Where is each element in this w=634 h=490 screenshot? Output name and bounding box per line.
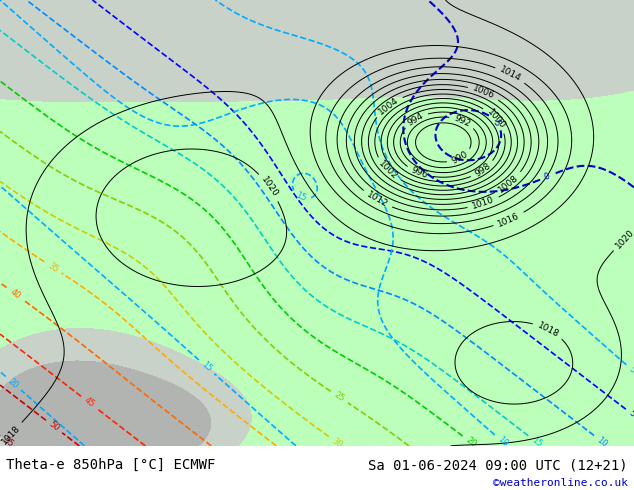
Text: 1012: 1012 bbox=[365, 190, 389, 209]
Text: 1020: 1020 bbox=[614, 227, 634, 250]
Text: 50: 50 bbox=[47, 420, 61, 433]
Text: 40: 40 bbox=[8, 287, 22, 300]
Text: 1014: 1014 bbox=[498, 65, 522, 84]
Text: 1002: 1002 bbox=[377, 159, 399, 182]
Text: 996: 996 bbox=[410, 166, 429, 180]
Text: 994: 994 bbox=[406, 111, 425, 127]
Text: 1020: 1020 bbox=[259, 175, 280, 199]
Text: Sa 01-06-2024 09:00 UTC (12+21): Sa 01-06-2024 09:00 UTC (12+21) bbox=[368, 458, 628, 472]
Text: -5: -5 bbox=[490, 116, 503, 128]
Text: ©weatheronline.co.uk: ©weatheronline.co.uk bbox=[493, 478, 628, 488]
Text: 20: 20 bbox=[6, 376, 20, 390]
Text: 1008: 1008 bbox=[497, 173, 521, 194]
Text: 1006: 1006 bbox=[471, 84, 496, 101]
Text: 5: 5 bbox=[627, 365, 634, 375]
Text: 1018: 1018 bbox=[536, 320, 560, 339]
Text: 1016: 1016 bbox=[496, 211, 521, 228]
Text: 10: 10 bbox=[496, 435, 510, 449]
Text: Theta-e 850hPa [°C] ECMWF: Theta-e 850hPa [°C] ECMWF bbox=[6, 458, 216, 472]
Text: 5: 5 bbox=[627, 409, 634, 419]
Text: 990: 990 bbox=[450, 150, 470, 166]
Text: 45: 45 bbox=[82, 396, 96, 410]
Text: 1004: 1004 bbox=[377, 96, 400, 116]
Text: 1010: 1010 bbox=[471, 196, 496, 211]
Text: 25: 25 bbox=[332, 391, 346, 404]
Text: 15: 15 bbox=[200, 360, 214, 374]
Text: 998: 998 bbox=[473, 161, 493, 179]
Text: 15: 15 bbox=[529, 435, 543, 449]
Text: 1018: 1018 bbox=[0, 423, 22, 446]
Text: 1000: 1000 bbox=[485, 108, 507, 131]
Text: 10: 10 bbox=[595, 435, 609, 448]
Text: 20: 20 bbox=[464, 436, 477, 449]
Text: 30: 30 bbox=[330, 436, 344, 449]
Text: 15: 15 bbox=[294, 191, 307, 203]
Text: 992: 992 bbox=[453, 113, 472, 128]
Text: 35: 35 bbox=[46, 261, 60, 274]
Text: 0: 0 bbox=[543, 172, 551, 182]
Text: 55: 55 bbox=[1, 436, 15, 449]
